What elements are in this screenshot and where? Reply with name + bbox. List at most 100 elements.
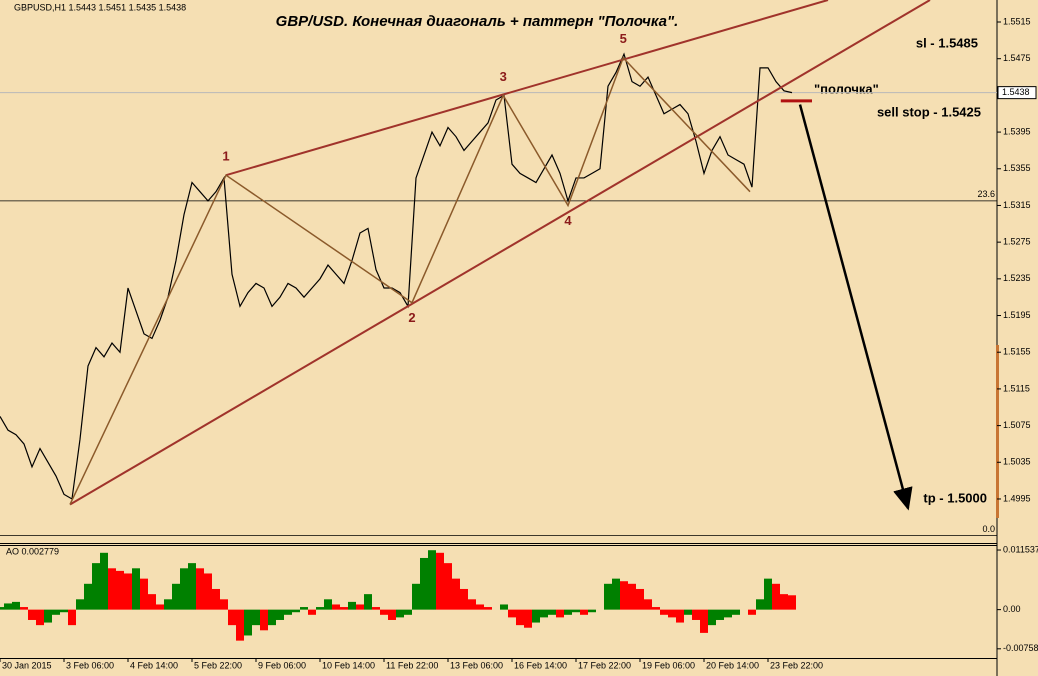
wave-label: 4 (564, 213, 572, 228)
ao-bar (228, 609, 236, 626)
ao-bar (84, 583, 92, 610)
ao-bar (788, 595, 796, 610)
ao-bar (612, 578, 620, 610)
scroll-marker (996, 345, 999, 518)
trendline (225, 0, 829, 177)
ao-bar (588, 609, 596, 613)
ao-bar (668, 609, 676, 618)
wave-label: 5 (620, 31, 627, 46)
ao-bar (44, 609, 52, 623)
ao-bar (220, 599, 228, 610)
y-tick-label: 0.011537 (1003, 544, 1038, 554)
ao-bar (356, 604, 364, 610)
ao-bar (644, 599, 652, 610)
symbol-header: GBPUSD,H1 1.5443 1.5451 1.5435 1.5438 (14, 2, 186, 12)
ao-bar (156, 604, 164, 610)
ao-bar (316, 607, 324, 610)
ao-bar (412, 583, 420, 610)
ao-bar (124, 573, 132, 610)
x-tick-label: 20 Feb 14:00 (706, 660, 759, 670)
ao-bar (572, 609, 580, 613)
ao-bar (420, 557, 428, 610)
wave-label: 3 (500, 69, 507, 84)
ao-bar (108, 568, 116, 610)
y-tick-label: 1.5115 (1003, 383, 1030, 393)
ao-bar (132, 568, 140, 610)
ao-bar (188, 563, 196, 610)
ao-bar (660, 609, 668, 615)
x-tick-label: 23 Feb 22:00 (770, 660, 823, 670)
x-tick-label: 4 Feb 14:00 (130, 660, 178, 670)
ao-bar (532, 609, 540, 623)
ao-bar (268, 609, 276, 626)
y-tick-label: 1.5035 (1003, 457, 1031, 467)
wave-label: 2 (408, 310, 415, 325)
ao-bar (380, 609, 388, 615)
ao-bar (724, 609, 732, 618)
ao-bar (284, 609, 292, 615)
ao-bar (12, 601, 20, 610)
target-arrow (798, 104, 913, 511)
ao-bar (324, 599, 332, 610)
ao-bar (60, 609, 68, 613)
y-tick-label: -0.00758 (1003, 643, 1038, 653)
ao-bar (292, 609, 300, 613)
y-tick-label: 1.5355 (1003, 163, 1031, 173)
ao-bar (164, 599, 172, 610)
ao-bar (0, 607, 4, 610)
ao-bar (564, 609, 572, 615)
y-tick-label: 1.5195 (1003, 310, 1031, 320)
ao-bar (76, 599, 84, 610)
ao-bar (100, 552, 108, 610)
ao-bar (388, 609, 396, 620)
wave-zigzag (69, 56, 751, 505)
ao-bar (636, 588, 644, 610)
ao-bar (468, 599, 476, 610)
ao-bar (204, 573, 212, 610)
ao-bar (780, 594, 788, 610)
ao-bar (444, 563, 452, 610)
y-tick-label: 1.5155 (1003, 347, 1031, 357)
x-tick-label: 10 Feb 14:00 (322, 660, 375, 670)
ao-bar (716, 609, 724, 620)
ao-bar (484, 607, 492, 610)
ao-bar (4, 603, 12, 610)
ao-bar (436, 552, 444, 610)
annotation: sell stop - 1.5425 (877, 104, 981, 119)
ao-bar (212, 588, 220, 610)
ao-bar (692, 609, 700, 620)
x-tick-label: 16 Feb 14:00 (514, 660, 567, 670)
ao-bar (340, 607, 348, 610)
ao-bar (556, 609, 564, 618)
ao-bar (252, 609, 260, 626)
ao-bar (676, 609, 684, 623)
ao-bar (620, 581, 628, 610)
ao-bar (524, 609, 532, 628)
ao-bar (276, 609, 284, 620)
ao-bar (348, 601, 356, 610)
ao-bar (148, 594, 156, 610)
ao-bar (180, 568, 188, 610)
x-tick-label: 13 Feb 06:00 (450, 660, 503, 670)
ao-bar (244, 609, 252, 636)
ao-bar (700, 609, 708, 633)
y-tick-label: 1.5235 (1003, 273, 1031, 283)
y-tick-label: 1.4995 (1003, 493, 1031, 503)
ao-bar (404, 609, 412, 615)
ao-bar (92, 563, 100, 610)
ao-bar (20, 607, 28, 610)
wave-label: 1 (222, 149, 229, 164)
x-tick-label: 9 Feb 06:00 (258, 660, 306, 670)
ao-bar (756, 599, 764, 610)
ao-bar (308, 609, 316, 615)
ao-bar (748, 609, 756, 615)
ao-bar (36, 609, 44, 626)
ao-bar (68, 609, 76, 626)
ao-bar (396, 609, 404, 618)
ao-bar (372, 607, 380, 610)
ao-bar (604, 583, 612, 610)
y-tick-label: 1.5475 (1003, 53, 1031, 63)
y-tick-label: 1.5075 (1003, 420, 1031, 430)
ao-bar (476, 604, 484, 610)
